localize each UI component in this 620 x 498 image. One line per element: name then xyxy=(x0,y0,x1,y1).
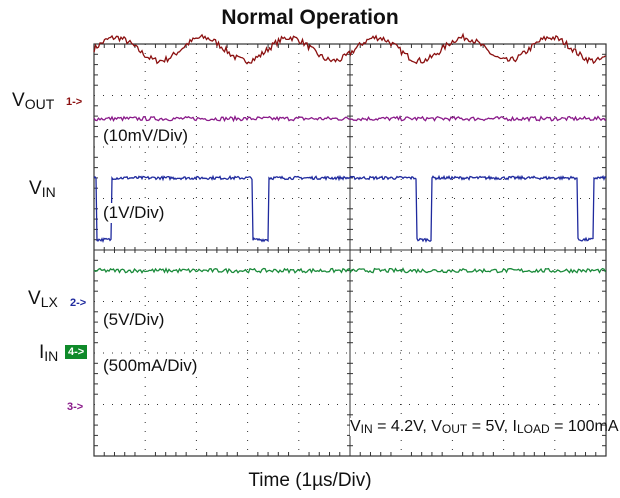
vlx-label: VLX xyxy=(28,288,58,310)
iin-scale-label: (500mA/Div) xyxy=(101,356,200,376)
x-axis-label: Time (1µs/Div) xyxy=(248,470,372,491)
trace-iin xyxy=(93,267,607,275)
chart-title: Normal Operation xyxy=(221,6,399,29)
traces xyxy=(93,32,607,275)
channel-3-marker: 3-> xyxy=(67,401,84,413)
graticule xyxy=(93,43,607,457)
iin-label: IIN xyxy=(39,342,59,364)
channel-1-marker: 1-> xyxy=(66,96,83,108)
vout-scale-label: (10mV/Div) xyxy=(101,126,191,146)
channel-2-marker: 2-> xyxy=(70,297,87,309)
channel-4-marker: 4-> xyxy=(65,345,88,359)
trace-vout xyxy=(93,32,606,65)
trace-vin xyxy=(93,114,607,123)
vin-scale-label: (1V/Div) xyxy=(101,203,167,223)
vin-label: VIN xyxy=(29,178,56,200)
trace-vlx xyxy=(93,174,607,244)
vlx-scale-label: (5V/Div) xyxy=(101,310,167,330)
test-condition-label: VIN = 4.2V, VOUT = 5V, ILOAD = 100mA xyxy=(350,418,619,436)
vout-label: VOUT xyxy=(12,90,55,112)
